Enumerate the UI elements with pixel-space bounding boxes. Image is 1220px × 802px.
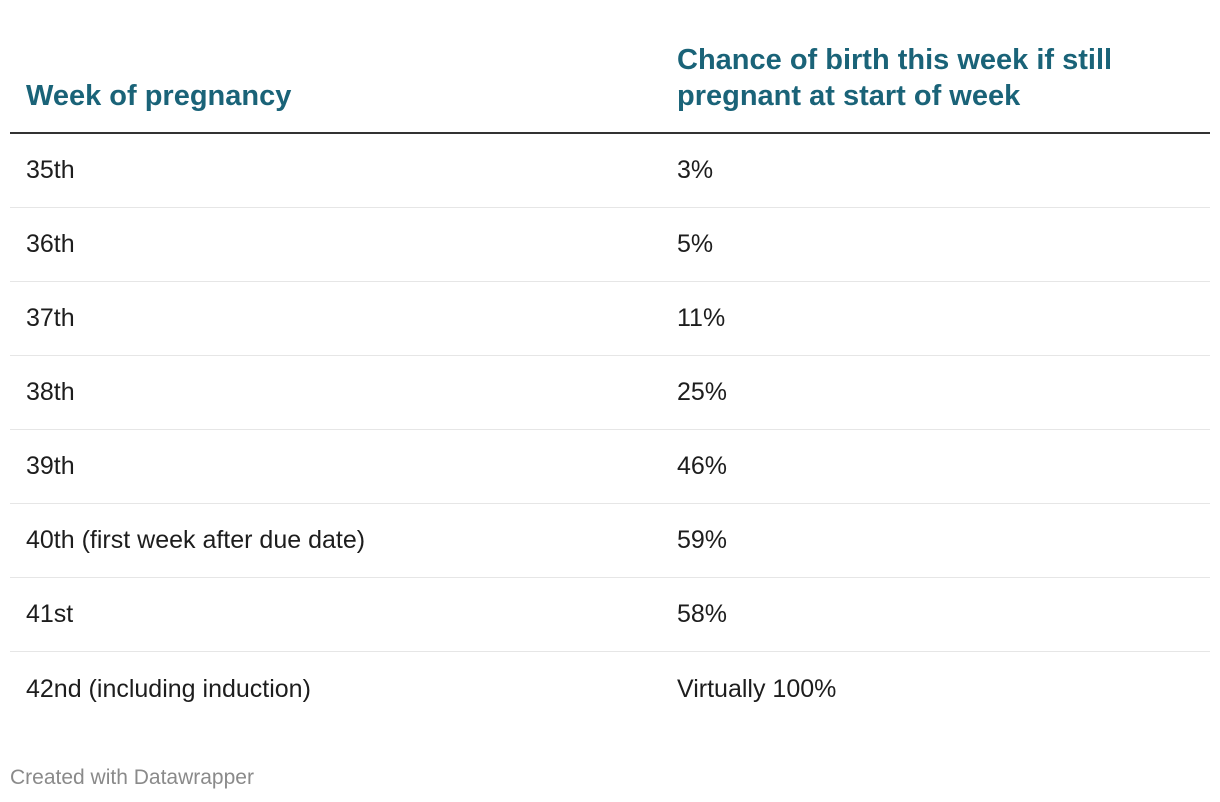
table-row: 37th 11% bbox=[10, 282, 1210, 356]
datawrapper-credit: Created with Datawrapper bbox=[10, 766, 254, 789]
table-row: 42nd (including induction) Virtually 100% bbox=[10, 652, 1210, 726]
table-row: 39th 46% bbox=[10, 430, 1210, 504]
table-row: 38th 25% bbox=[10, 356, 1210, 430]
chance-cell: 3% bbox=[677, 156, 714, 184]
week-cell: 41st bbox=[26, 600, 74, 628]
chance-cell: 25% bbox=[677, 378, 728, 406]
chance-cell: 59% bbox=[677, 526, 728, 554]
chance-cell: 11% bbox=[677, 304, 726, 332]
column-header-chance: Chance of birth this week if still pregn… bbox=[677, 44, 1113, 112]
week-cell: 37th bbox=[26, 304, 75, 332]
week-cell: 42nd (including induction) bbox=[26, 674, 311, 703]
chance-cell: 58% bbox=[677, 600, 728, 628]
chance-cell: 5% bbox=[677, 230, 714, 258]
chance-cell: 46% bbox=[677, 452, 728, 480]
table-row: 35th 3% bbox=[10, 134, 1210, 208]
week-cell: 38th bbox=[26, 378, 75, 406]
week-cell: 39th bbox=[26, 452, 75, 480]
table-header-row: Week of pregnancy Chance of birth this w… bbox=[10, 44, 1210, 134]
week-cell: 35th bbox=[26, 156, 75, 184]
chance-cell: Virtually 100% bbox=[677, 674, 837, 703]
table-row: 36th 5% bbox=[10, 208, 1210, 282]
data-table: Week of pregnancy Chance of birth this w… bbox=[10, 44, 1210, 726]
table-body: 35th 3% 36th 5% 37th 11% 38th 25% 39th 46% 40th (f… bbox=[10, 134, 1210, 726]
column-header-week: Week of pregnancy bbox=[26, 80, 292, 112]
table-row: 40th (first week after due date) 59% bbox=[10, 504, 1210, 578]
week-cell: 36th bbox=[26, 230, 75, 258]
week-cell: 40th (first week after due date) bbox=[26, 526, 366, 554]
table-row: 41st 58% bbox=[10, 578, 1210, 652]
